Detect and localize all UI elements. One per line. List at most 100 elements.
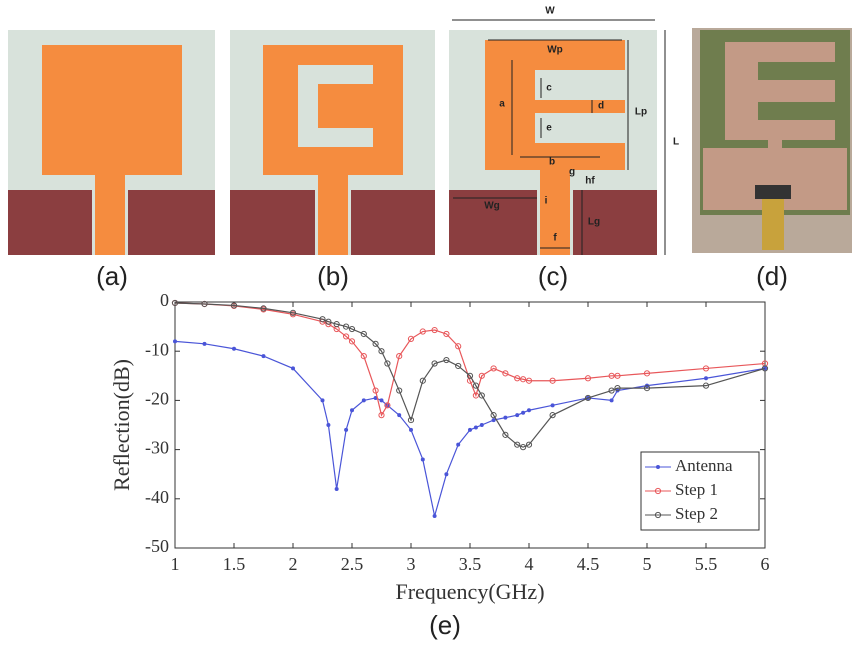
data-point [230,302,238,309]
data-point [372,387,379,394]
dim-label: f [553,233,557,244]
data-point [643,370,651,377]
data-point [455,343,462,350]
dim-label: L [673,137,679,148]
data-point [527,408,531,413]
x-tick-label: 5 [643,554,652,574]
data-point [549,412,556,419]
x-tick-label: 6 [761,554,770,574]
data-point [614,385,621,392]
data-point [360,330,367,338]
data-point [171,299,179,307]
y-tick-label: -50 [145,536,169,556]
data-point [378,348,385,355]
x-tick-label: 3 [407,554,416,574]
panel-label: (d) [756,261,788,291]
data-point [320,398,325,403]
data-point [326,423,331,427]
x-tick-label: 2 [289,554,298,574]
panel-label: (b) [317,261,349,291]
data-point [478,392,485,399]
data-point [468,427,472,432]
data-point [702,382,710,389]
x-tick-label: 1 [171,554,180,574]
data-point [378,412,385,419]
series [171,299,769,419]
y-tick-label: -40 [145,487,169,507]
dim-label: W [545,6,555,17]
data-point [491,418,496,423]
data-point [472,382,479,389]
dim-label: Wp [547,45,563,56]
data-point [396,387,403,394]
data-point [521,410,526,415]
x-tick-label: 1.5 [223,554,246,574]
dim-label: g [569,167,575,178]
data-point [350,408,354,413]
data-point [348,338,356,345]
data-point [432,514,437,519]
legend-label: Step 2 [675,504,718,523]
y-tick-label: -20 [145,389,169,409]
data-point [761,365,769,372]
dim-label: a [499,99,505,110]
panel-d-photo [692,28,852,253]
data-point [409,427,413,432]
series [171,299,769,451]
data-point [443,330,450,338]
series [173,339,767,519]
data-point [201,300,208,308]
x-tick-label: 3.5 [459,554,482,574]
data-point [379,398,384,403]
dim-label: Wg [484,201,500,212]
data-point [520,444,527,451]
data-point [348,325,356,333]
dim-label: Lp [635,107,647,118]
data-point [420,457,425,462]
data-point [202,341,207,346]
dim-label: d [598,101,604,112]
panel-c: W Wp L Lp a b c d e f g hf i Wg Lg [449,6,679,255]
data-point [525,377,533,384]
data-point [514,375,521,382]
data-point [397,413,402,418]
series-line [174,302,766,417]
dim-label: e [546,123,552,134]
data-point [232,346,236,351]
legend-label: Step 1 [675,480,718,499]
data-point [478,372,485,379]
data-point [431,326,438,334]
legend-marker [654,487,662,495]
data-point [614,372,621,379]
data-point [502,370,509,377]
data-point [479,423,484,427]
data-point [609,398,614,403]
data-point [490,412,497,419]
dim-label: b [549,157,555,168]
y-tick-label: -10 [145,339,169,359]
data-point [334,486,339,491]
data-point [472,392,479,399]
data-point [419,377,426,384]
data-point [515,413,520,418]
data-point [344,427,349,432]
x-tick-label: 4 [525,554,534,574]
data-point [333,321,340,328]
x-tick-label: 2.5 [341,554,364,574]
legend-marker [654,511,662,519]
data-point [343,323,350,330]
x-axis-label: Frequency(GHz) [395,579,544,604]
data-point [289,309,297,316]
series-line [174,302,766,448]
data-point [444,472,449,477]
panel-label: (c) [538,261,568,291]
data-point [319,316,326,323]
data-point [260,305,267,312]
data-point [503,415,508,420]
data-point [431,360,438,367]
data-point [466,372,474,379]
y-tick-label: -30 [145,438,169,458]
dim-label: c [546,83,552,94]
data-point [514,441,521,448]
data-point [608,372,615,379]
